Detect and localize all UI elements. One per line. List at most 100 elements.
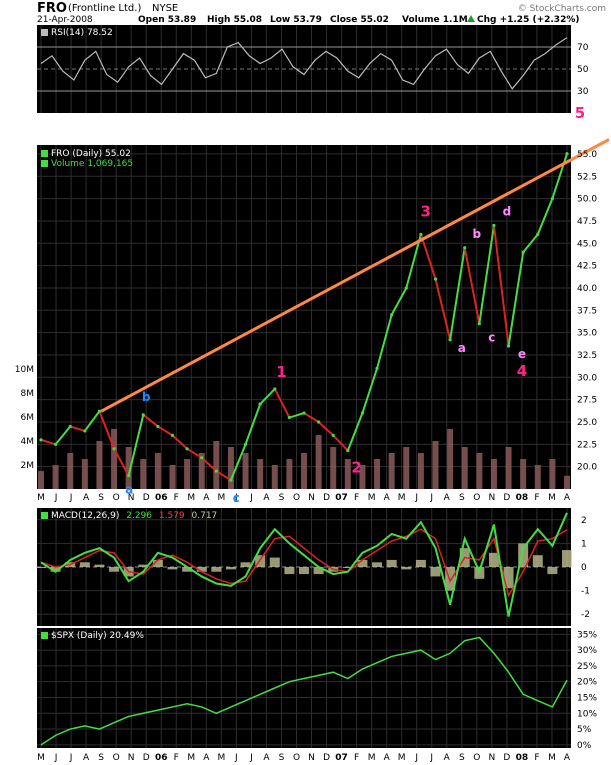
macd-histogram-bar: [313, 567, 324, 575]
price-point: [302, 411, 306, 415]
macd-histogram-bar: [50, 567, 61, 572]
price-tick-label: 22.5: [577, 440, 597, 450]
brand-watermark: © StockCharts.com: [518, 4, 606, 14]
volume-bar: [476, 453, 483, 489]
macd-histogram-bar: [36, 567, 46, 568]
price-point: [68, 424, 72, 429]
volume-bar: [257, 459, 264, 489]
price-segment: [332, 434, 349, 452]
price-segment: [376, 314, 393, 369]
macd-histogram-bar: [503, 567, 514, 589]
macd-histogram-bar: [167, 567, 178, 570]
spx-x-label: A: [384, 753, 391, 763]
price-point: [550, 197, 554, 201]
price-point: [404, 286, 408, 290]
price-segment: [303, 412, 320, 423]
macd-tick-label: -1: [581, 587, 590, 597]
quote-low: Low 53.79: [270, 15, 322, 25]
quote-high: High 55.08: [207, 15, 262, 25]
volume-bar: [227, 447, 234, 489]
price-panel: [37, 145, 571, 489]
price-point: [170, 433, 175, 437]
spx-line: [40, 636, 568, 746]
macd-histogram-bar: [79, 562, 90, 567]
price-point: [97, 409, 102, 413]
volume-bar: [447, 429, 454, 489]
volume-tick-label: 4M: [21, 437, 35, 447]
macd-histogram-bar: [211, 567, 222, 572]
spx-x-label: D: [503, 753, 510, 763]
spx-panel: [37, 628, 571, 748]
wave-label: a: [458, 341, 466, 355]
volume-bar: [374, 459, 381, 489]
macd-histogram-bar: [357, 559, 368, 567]
price-point: [141, 413, 145, 417]
price-tick-label: 55.0: [577, 150, 597, 160]
price-point: [419, 232, 423, 236]
spx-x-label: J: [249, 753, 253, 763]
spx-x-label: A: [83, 753, 90, 763]
volume-bar: [96, 441, 103, 489]
spx-x-label: D: [143, 753, 150, 763]
price-x-label: F: [534, 493, 539, 503]
price-point: [229, 478, 233, 482]
spx-tick-label: 25%: [577, 662, 597, 672]
spx-x-label: S: [279, 753, 285, 763]
price-x-label: A: [263, 493, 270, 503]
price-point: [273, 387, 277, 391]
price-segment: [463, 247, 481, 324]
symbol-title: FRO: [37, 1, 67, 16]
rsi-tick-label: 50: [577, 65, 589, 75]
macd-histogram-bar: [284, 567, 295, 575]
price-tick-label: 37.5: [577, 306, 597, 316]
volume-bar: [417, 453, 424, 489]
price-segment: [449, 247, 466, 340]
quote-close: Close 55.02: [330, 15, 389, 25]
volume-bar: [154, 453, 161, 489]
price-x-label: 07: [335, 493, 348, 503]
price-x-label: A: [83, 493, 90, 503]
price-segment: [317, 421, 334, 437]
quote-date: 21-Apr-2008: [37, 15, 93, 25]
wave-label: b: [473, 227, 482, 241]
price-segment: [507, 252, 525, 347]
price-x-label: J: [249, 493, 253, 503]
spx-x-label: O: [113, 753, 120, 763]
price-x-label: M: [368, 493, 376, 503]
price-point: [433, 277, 438, 281]
price-x-label: J: [414, 493, 418, 503]
spx-x-label: D: [323, 753, 330, 763]
price-point: [185, 447, 189, 451]
volume-tick-label: 10M: [15, 365, 34, 375]
spx-x-label: N: [308, 753, 315, 763]
spx-tick-label: 5%: [577, 725, 592, 735]
volume-bar: [184, 459, 191, 489]
price-x-label: 08: [516, 493, 529, 503]
price-x-label: M: [187, 493, 195, 503]
macd-label: MACD(12,26,9) 2.296 1.579 0.717: [51, 511, 217, 521]
quote-change: Chg +1.25 (+2.32%): [477, 15, 579, 25]
spx-x-label: A: [203, 753, 210, 763]
wave-label: 2: [351, 459, 361, 477]
price-x-label: F: [174, 493, 179, 503]
price-segment: [171, 434, 188, 450]
price-x-label: M: [398, 493, 406, 503]
price-tick-label: 25.0: [577, 418, 597, 428]
volume-legend-swatch: [41, 160, 48, 167]
macd-histogram-bar: [518, 543, 529, 567]
price-x-label: A: [203, 493, 210, 503]
price-segment: [273, 388, 291, 418]
macd-histogram-bar: [152, 559, 163, 567]
spx-tick-label: 20%: [577, 678, 597, 688]
macd-histogram-bar: [532, 555, 543, 567]
spx-label: $SPX (Daily) 20.49%: [51, 631, 144, 641]
volume-bar: [388, 453, 395, 489]
wave-label: e: [518, 347, 526, 361]
macd-histogram-bar: [445, 567, 456, 591]
volume-bar: [111, 429, 118, 489]
spx-x-label: S: [98, 753, 104, 763]
spx-x-label: 06: [155, 753, 168, 763]
macd-legend-swatch: [41, 512, 48, 519]
price-segment: [346, 412, 364, 451]
price-segment: [69, 425, 86, 432]
